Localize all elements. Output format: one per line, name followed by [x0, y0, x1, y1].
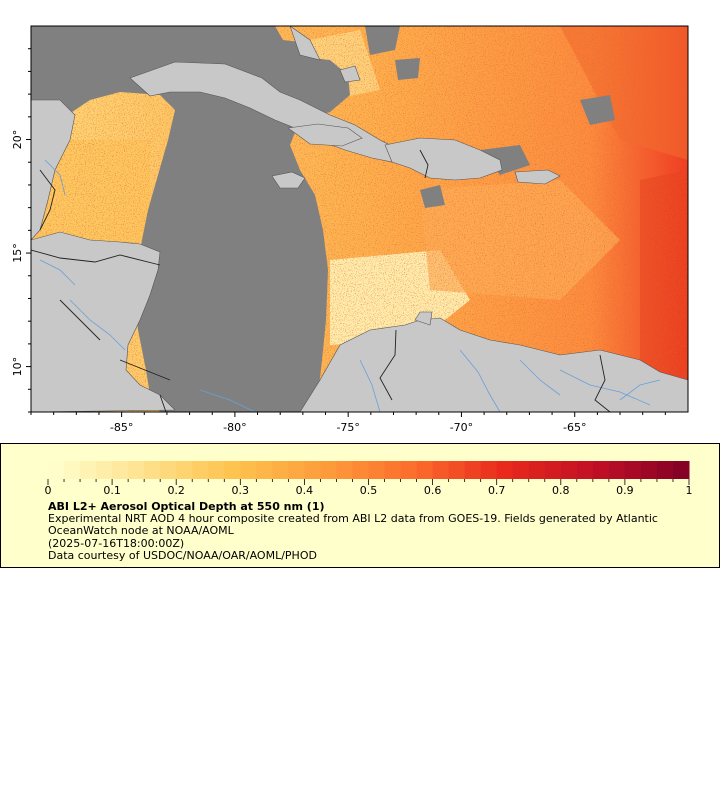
colorbar-swatch: [112, 461, 129, 479]
colorbar-swatch: [144, 461, 161, 479]
aod-map: -85° -80° -75° -70° -65° 10° 15° 20°: [11, 25, 689, 434]
colorbar-swatch: [352, 461, 369, 479]
colorbar-swatch: [368, 461, 386, 479]
colorbar-swatch: [192, 461, 209, 479]
colorbar-swatch: [384, 461, 402, 479]
colorbar-tick-label: 0.2: [167, 484, 185, 497]
colorbar-swatch: [416, 461, 434, 479]
x-tick-label: -75°: [336, 421, 359, 434]
colorbar-swatch: [400, 461, 418, 479]
colorbar-tick-label: 0.4: [296, 484, 314, 497]
legend-credit: Data courtesy of USDOC/NOAA/OAR/AOML/PHO…: [48, 549, 317, 562]
colorbar-tick-label: 0.3: [232, 484, 250, 497]
x-axis: -85° -80° -75° -70° -65°: [30, 412, 666, 434]
x-tick-label: -80°: [223, 421, 246, 434]
map-frame: [30, 25, 689, 413]
colorbar-swatch: [272, 461, 289, 479]
x-tick-label: -70°: [450, 421, 473, 434]
colorbar-swatch: [448, 461, 466, 479]
colorbar-swatch: [480, 461, 498, 479]
colorbar-swatch: [672, 461, 690, 479]
colorbar-tick-label: 0.9: [616, 484, 634, 497]
colorbar-swatch: [128, 461, 145, 479]
legend-time: (2025-07-16T18:00:00Z): [48, 537, 185, 550]
colorbar-swatch: [64, 461, 81, 479]
colorbar-swatch: [592, 461, 610, 479]
colorbar-swatch: [464, 461, 482, 479]
colorbar-swatch: [48, 461, 65, 479]
colorbar-swatch: [528, 461, 546, 479]
country-borders: [31, 149, 611, 412]
colorbar-swatch: [160, 461, 177, 479]
colorbar-tick-label: 0.6: [424, 484, 442, 497]
colorbar-swatch: [656, 461, 674, 479]
colorbar-tick-label: 0.5: [360, 484, 378, 497]
colorbar-swatch: [288, 461, 305, 479]
x-tick-label: -85°: [110, 421, 133, 434]
colorbar-swatch: [640, 461, 658, 479]
legend-panel: 0 0.1 0.2 0.3 0.4 0.5 0.6 0.7 0.8 0.9 1 ABI L2+ Ae…: [0, 443, 720, 568]
y-tick-label: 20°: [11, 130, 24, 150]
colorbar-tick-label: 1: [686, 484, 693, 497]
colorbar-swatch: [512, 461, 530, 479]
colorbar-swatch: [560, 461, 578, 479]
colorbar-tick-label: 0.7: [488, 484, 506, 497]
colorbar-swatch: [336, 461, 353, 479]
colorbar-swatch: [256, 461, 273, 479]
colorbar-swatch: [432, 461, 450, 479]
aod-colorbar: 0 0.1 0.2 0.3 0.4 0.5 0.6 0.7 0.8 0.9 1: [45, 461, 693, 497]
colorbar-swatch: [96, 461, 113, 479]
colorbar-swatch: [304, 461, 321, 479]
colorbar-swatch: [624, 461, 642, 479]
colorbar-swatch: [176, 461, 193, 479]
colorbar-swatch: [320, 461, 337, 479]
colorbar-swatch: [496, 461, 514, 479]
colorbar-swatch: [240, 461, 257, 479]
missing-data: [31, 26, 615, 412]
colorbar-tick-label: 0: [45, 484, 52, 497]
colorbar-swatch: [544, 461, 562, 479]
colorbar-tick-label: 0.1: [103, 484, 121, 497]
colorbar-swatch: [80, 461, 97, 479]
y-tick-label: 10°: [11, 357, 24, 377]
colorbar-swatch: [208, 461, 225, 479]
x-tick-label: -65°: [563, 421, 586, 434]
colorbar-swatch: [608, 461, 626, 479]
y-tick-label: 15°: [11, 243, 24, 263]
colorbar-swatch: [576, 461, 594, 479]
legend-description: Experimental NRT AOD 4 hour composite cr…: [48, 512, 658, 537]
legend-title: ABI L2+ Aerosol Optical Depth at 550 nm …: [48, 500, 325, 513]
colorbar-swatch: [224, 461, 241, 479]
y-axis: 10° 15° 20°: [11, 48, 31, 413]
colorbar-tick-label: 0.8: [552, 484, 570, 497]
rivers: [39, 159, 661, 412]
